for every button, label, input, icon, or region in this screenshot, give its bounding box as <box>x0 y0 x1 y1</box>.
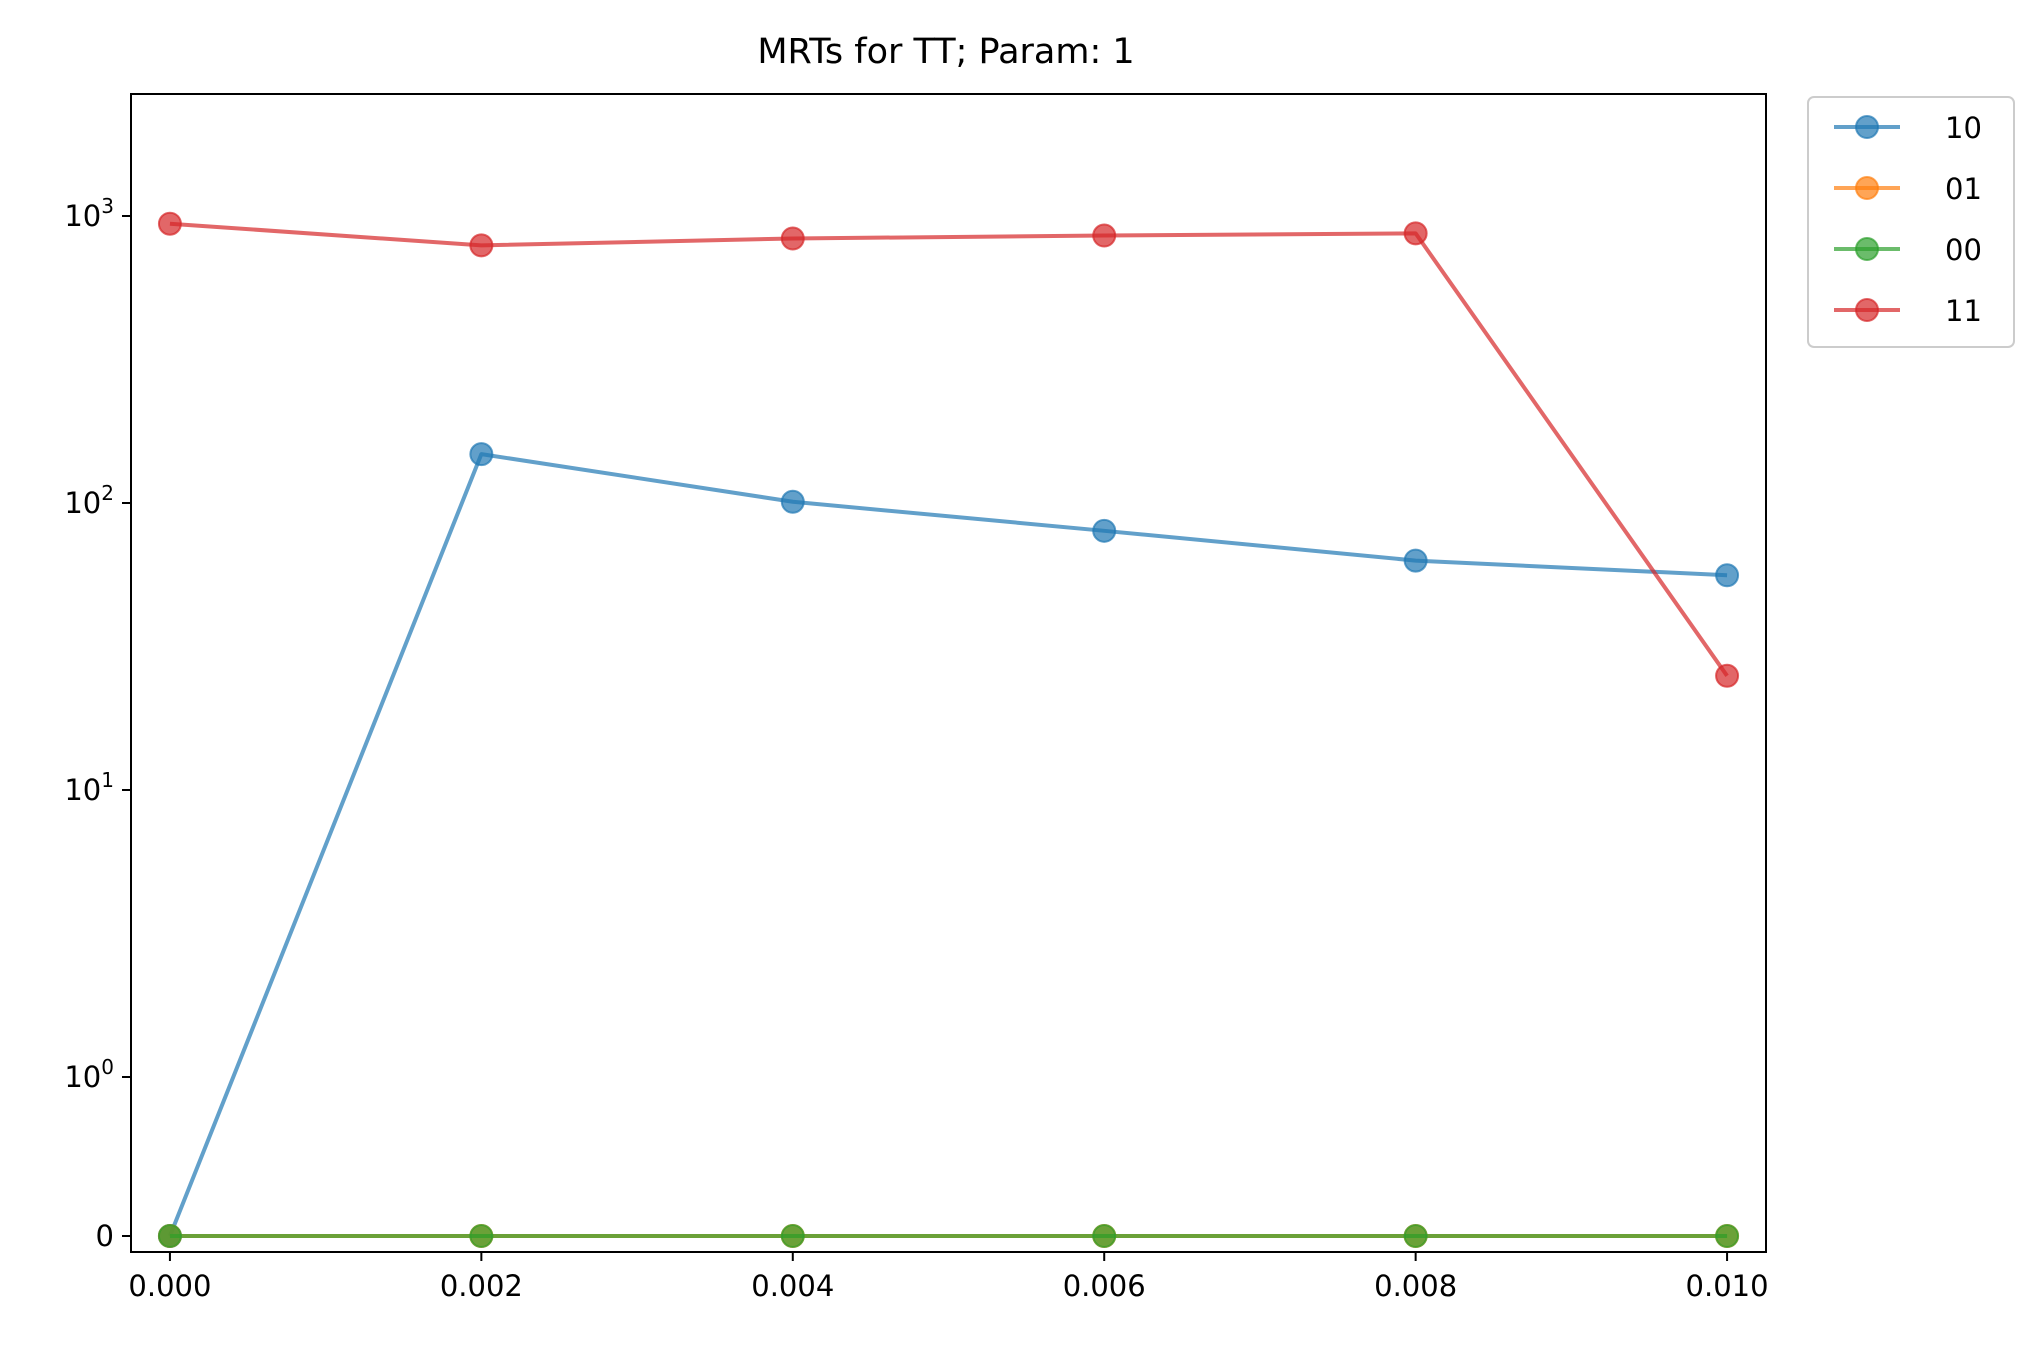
legend: 10 01 00 11 <box>1807 96 2015 348</box>
legend-marker <box>1855 237 1879 261</box>
legend-marker <box>1855 115 1879 139</box>
legend-marker <box>1855 298 1879 322</box>
series-11 <box>157 211 1740 688</box>
data-point <box>1715 563 1740 588</box>
y-tick-label: 100 <box>64 1055 114 1094</box>
data-point <box>1403 1224 1428 1248</box>
x-axis: 0.000 0.002 0.004 0.006 0.008 0.010 <box>128 1252 1769 1303</box>
y-tick-label: 102 <box>64 481 114 520</box>
chart-title: MRTs for TT; Param: 1 <box>757 32 1134 72</box>
series-layer <box>157 211 1740 1248</box>
series-line <box>168 452 1728 1237</box>
data-point <box>157 211 182 236</box>
data-point <box>1715 663 1740 688</box>
series-00 <box>157 1224 1740 1248</box>
plot-area <box>130 93 1767 1253</box>
x-tick-label: 0.004 <box>751 1269 834 1303</box>
legend-label: 11 <box>1945 294 1982 328</box>
data-point <box>1092 518 1117 543</box>
y-tick-label: 103 <box>64 194 114 233</box>
legend-label: 00 <box>1945 233 1982 267</box>
legend-marker <box>1855 176 1879 200</box>
x-tick-label: 0.008 <box>1374 1269 1457 1303</box>
x-tick-label: 0.006 <box>1063 1269 1146 1303</box>
data-point <box>469 1224 494 1248</box>
data-point <box>780 1224 805 1248</box>
data-point <box>1403 548 1428 573</box>
y-axis: 0 100 101 102 103 <box>64 194 131 1253</box>
y-tick-label: 0 <box>96 1219 114 1253</box>
data-point <box>1403 221 1428 246</box>
legend-label: 01 <box>1945 172 1982 206</box>
y-tick-label: 101 <box>64 768 114 807</box>
data-point <box>1092 223 1117 248</box>
x-tick-label: 0.010 <box>1686 1269 1769 1303</box>
legend-box <box>1807 96 2015 348</box>
series-line <box>169 221 1729 677</box>
legend-label: 10 <box>1945 111 1982 145</box>
x-tick-label: 0.000 <box>128 1269 211 1303</box>
x-tick-label: 0.002 <box>440 1269 523 1303</box>
axes-frame <box>130 93 1767 1253</box>
data-point <box>157 1224 182 1248</box>
data-point <box>1715 1224 1740 1248</box>
data-point <box>1092 1224 1117 1248</box>
data-point <box>469 442 494 467</box>
data-point <box>469 233 494 258</box>
data-point <box>780 226 805 251</box>
data-point <box>780 489 805 514</box>
